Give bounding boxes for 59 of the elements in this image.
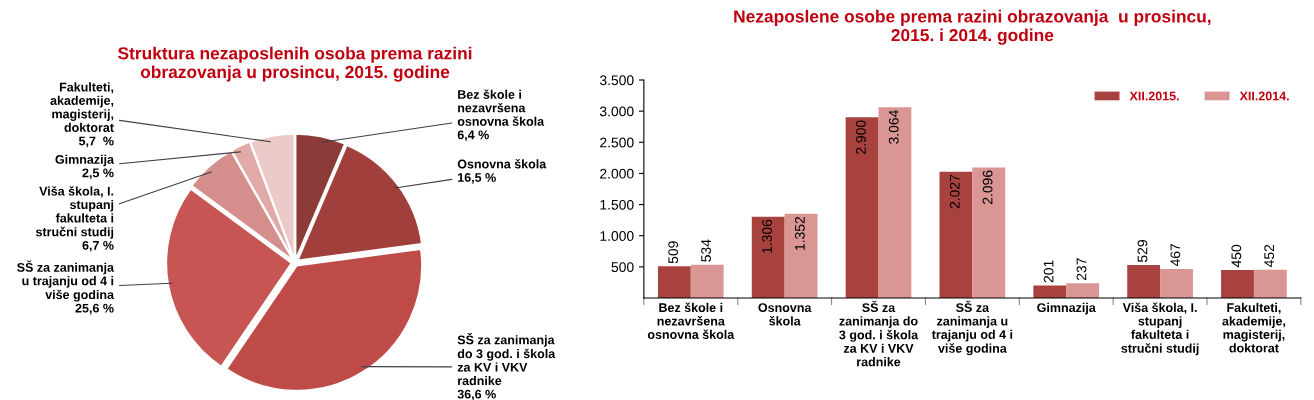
bar — [972, 167, 1006, 298]
data-label: 2.096 — [982, 170, 993, 204]
data-label: 2.900 — [855, 120, 866, 154]
data-label: 450 — [1231, 244, 1242, 268]
data-label: 1.352 — [794, 216, 805, 250]
data-label: 1.306 — [762, 219, 772, 253]
chart-title: Struktura nezaposlenih osoba prema razini obrazovanja u prosincu, 2015. godine — [117, 46, 472, 82]
bar — [657, 266, 691, 298]
data-label: 237 — [1076, 258, 1087, 281]
y-tick-label: 2.500 — [600, 137, 634, 148]
x-tick-label: Fakulteti, akademije, magisterij, doktorat — [1222, 302, 1286, 353]
data-label: 3.064 — [888, 110, 899, 144]
slice-label: Viša škola, I. stupanj fakulteta i stručni studij — [35, 186, 114, 239]
x-tick-label: Gimnazija — [1037, 302, 1096, 315]
data-label: 6,4 % — [457, 130, 489, 142]
bar — [939, 171, 973, 298]
data-label: 529 — [1137, 240, 1148, 262]
y-tick-label: 1.500 — [600, 199, 634, 210]
legend-label: XII.2015. — [1129, 91, 1179, 101]
bar — [1221, 269, 1254, 298]
legend-label: XII.2014. — [1239, 91, 1289, 101]
slice-label: Bez škole i nezavršena osnovna škola — [457, 89, 545, 126]
y-tick-label: 1.000 — [600, 231, 634, 241]
bar — [1253, 269, 1287, 298]
data-label: 6,7 % — [82, 240, 114, 252]
data-label: 25,6 % — [75, 303, 114, 315]
data-label: 36,6 % — [457, 389, 496, 400]
data-label: 467 — [1170, 243, 1181, 267]
slice-label: Gimnazija — [55, 154, 115, 167]
bar — [690, 264, 724, 298]
chart-title: Nezaposlene osobe prema razini obrazovanja u prosincu, 2015. i 2014. godine — [734, 9, 1211, 45]
x-tick-label: Bez škole i nezavršena osnovna škola — [647, 302, 735, 339]
x-tick-label: Osnovna škola — [758, 303, 812, 326]
slice-label: Fakulteti, akademije, magisterij, doktorat — [50, 82, 114, 132]
bar — [784, 213, 818, 298]
y-tick-label: 3.500 — [599, 75, 634, 86]
data-label: 201 — [1043, 260, 1054, 283]
data-label: 2,5 % — [82, 168, 114, 180]
data-label: 16,5 % — [458, 173, 496, 184]
y-tick-label: 3.000 — [599, 106, 634, 117]
data-label: 509 — [668, 241, 679, 264]
data-label: 534 — [701, 239, 711, 262]
bar — [1160, 268, 1193, 298]
bar — [751, 216, 785, 298]
bar — [845, 117, 879, 298]
x-tick-label: SŠ za zanimanja do 3 god. i škola za KV i VKV radnike — [839, 300, 919, 367]
bar — [878, 107, 912, 298]
x-tick-label: SŠ za zanimanja u trajanju od 4 i više godina — [931, 300, 1013, 356]
y-tick-label: 500 — [611, 262, 634, 273]
bar — [1127, 265, 1161, 298]
bar — [1066, 283, 1100, 298]
data-label: 2.027 — [949, 174, 960, 209]
slice-label: Osnovna škola — [457, 158, 547, 169]
x-tick-label: Viša škola, I. stupanj fakulteta i stručni studij — [1121, 302, 1199, 356]
y-tick-label: 2.000 — [600, 168, 634, 179]
data-label: 452 — [1264, 244, 1275, 268]
bar — [1033, 285, 1067, 298]
pie-slice — [165, 188, 292, 368]
data-label: 5,7 % — [78, 136, 114, 148]
